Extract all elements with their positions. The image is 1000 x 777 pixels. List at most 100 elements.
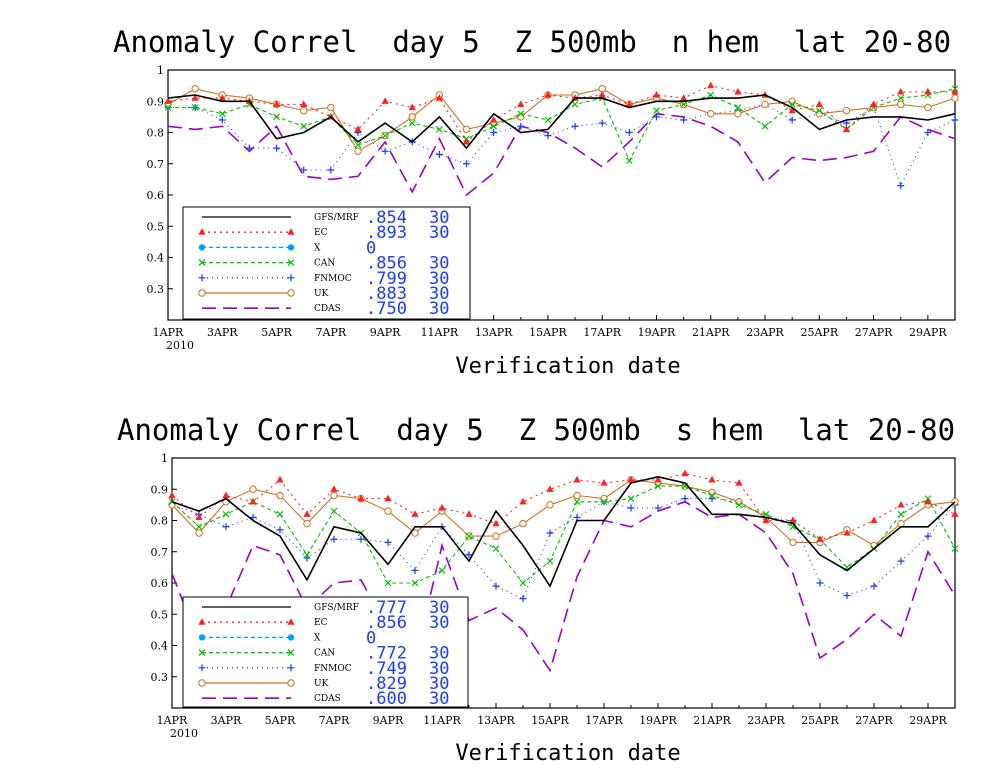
series-line	[171, 473, 956, 540]
marker-circle	[276, 491, 284, 500]
marker-x	[815, 107, 823, 115]
marker-triangle	[490, 116, 498, 123]
marker-plus	[300, 166, 308, 174]
marker-x	[195, 523, 203, 531]
marker-triangle	[272, 100, 281, 107]
marker-circle	[303, 519, 311, 528]
legend-score: .749	[366, 659, 407, 679]
marker-plus	[222, 523, 230, 531]
legend-score: .883	[366, 284, 407, 304]
marker-triangle	[384, 494, 392, 502]
x-tick-label: 15APR	[531, 714, 569, 727]
marker-circle	[598, 85, 606, 93]
marker-x	[544, 116, 552, 124]
marker-circle	[815, 110, 824, 118]
marker-triangle	[408, 103, 416, 111]
marker-circle	[842, 106, 851, 115]
marker-circle	[951, 94, 959, 102]
marker-plus	[327, 166, 335, 174]
marker-plus	[287, 274, 295, 282]
x-tick-label: 27APR	[855, 326, 893, 339]
y-axis: 1 0.9 0.8 0.7 0.6 0.5 0.4 0.3	[151, 452, 177, 684]
marker-plus	[544, 132, 552, 140]
x-tick-label: 9APR	[373, 714, 404, 727]
marker-x	[519, 579, 527, 587]
marker-x	[354, 141, 362, 149]
legend-count: 30	[429, 613, 449, 633]
marker-plus	[198, 274, 206, 282]
marker-triangle	[198, 228, 206, 235]
legend-score: 0	[366, 238, 376, 258]
y-tick-label: 0.7	[147, 158, 165, 171]
legend-entry: GFS/MRF .777 30	[202, 598, 449, 618]
marker-triangle	[735, 479, 743, 486]
marker-x	[951, 545, 959, 553]
marker-x	[490, 122, 498, 130]
x-tick-label: 13APR	[477, 714, 515, 727]
legend-score: .777	[366, 598, 407, 618]
legend-entry: GFS/MRF .854 30	[202, 208, 449, 228]
marker-plus	[411, 567, 419, 574]
marker-triangle	[222, 491, 230, 499]
marker-x	[680, 100, 688, 108]
legend-count: 30	[429, 284, 449, 304]
marker-plus	[218, 116, 226, 124]
chart-panel-shem: Anomaly Correl day 5 Z 500mb s hem lat 2…	[117, 413, 959, 766]
marker-circle	[330, 491, 338, 500]
marker-plus	[492, 582, 500, 590]
marker-x	[627, 495, 635, 503]
marker-x	[287, 649, 295, 657]
marker-triangle	[816, 535, 824, 542]
marker-x	[546, 557, 554, 565]
marker-x	[573, 498, 581, 506]
y-tick-label: 0.3	[147, 283, 165, 296]
legend-count: 30	[429, 254, 449, 274]
legend-score: .750	[366, 299, 407, 319]
legend-label: UK	[314, 289, 329, 299]
marker-triangle	[924, 497, 932, 505]
marker-circle	[789, 538, 797, 547]
legend-entry: CDAS .750 30	[202, 299, 449, 319]
marker-triangle	[195, 513, 203, 520]
x-axis-label: Verification date	[455, 354, 680, 379]
x-tick-label: 19APR	[639, 714, 677, 727]
y-tick-label: 0.8	[147, 127, 165, 140]
marker-circle	[198, 289, 206, 297]
legend-entry: CAN .772 30	[198, 644, 449, 664]
x-tick-label: 17APR	[585, 714, 623, 727]
legend-label: X	[314, 243, 321, 253]
legend-score: .856	[366, 254, 407, 274]
marker-circle	[519, 519, 527, 528]
x-tick-label: 9APR	[370, 326, 401, 339]
legend-entry: UK .883 30	[198, 284, 449, 304]
marker-triangle	[357, 494, 365, 502]
marker-triangle	[546, 485, 554, 492]
marker-triangle	[287, 618, 295, 625]
marker-triangle	[465, 510, 473, 517]
x-tick-label: 15APR	[529, 326, 567, 339]
marker-triangle	[625, 100, 633, 107]
legend-count: 30	[429, 223, 449, 243]
y-tick-label: 0.4	[151, 640, 169, 653]
marker-triangle	[951, 510, 959, 517]
legend-count: 30	[429, 644, 449, 664]
x-tick-year: 2010	[170, 727, 198, 740]
marker-x	[276, 510, 284, 518]
marker-circle	[492, 532, 500, 540]
marker-plus	[198, 664, 206, 672]
marker-x	[492, 545, 500, 553]
marker-plus	[330, 535, 338, 543]
x-tick-label: 7APR	[319, 714, 350, 727]
marker-triangle	[164, 97, 172, 104]
marker-triangle	[300, 100, 308, 107]
legend-count: 30	[429, 208, 449, 228]
marker-plus	[924, 129, 932, 136]
x-tick-label: 27APR	[855, 714, 893, 727]
marker-triangle	[680, 94, 688, 101]
marker-triangle	[249, 497, 257, 505]
marker-triangle	[517, 100, 525, 107]
x-axis-label: Verification date	[455, 741, 680, 766]
x-tick-label: 25APR	[801, 714, 839, 727]
